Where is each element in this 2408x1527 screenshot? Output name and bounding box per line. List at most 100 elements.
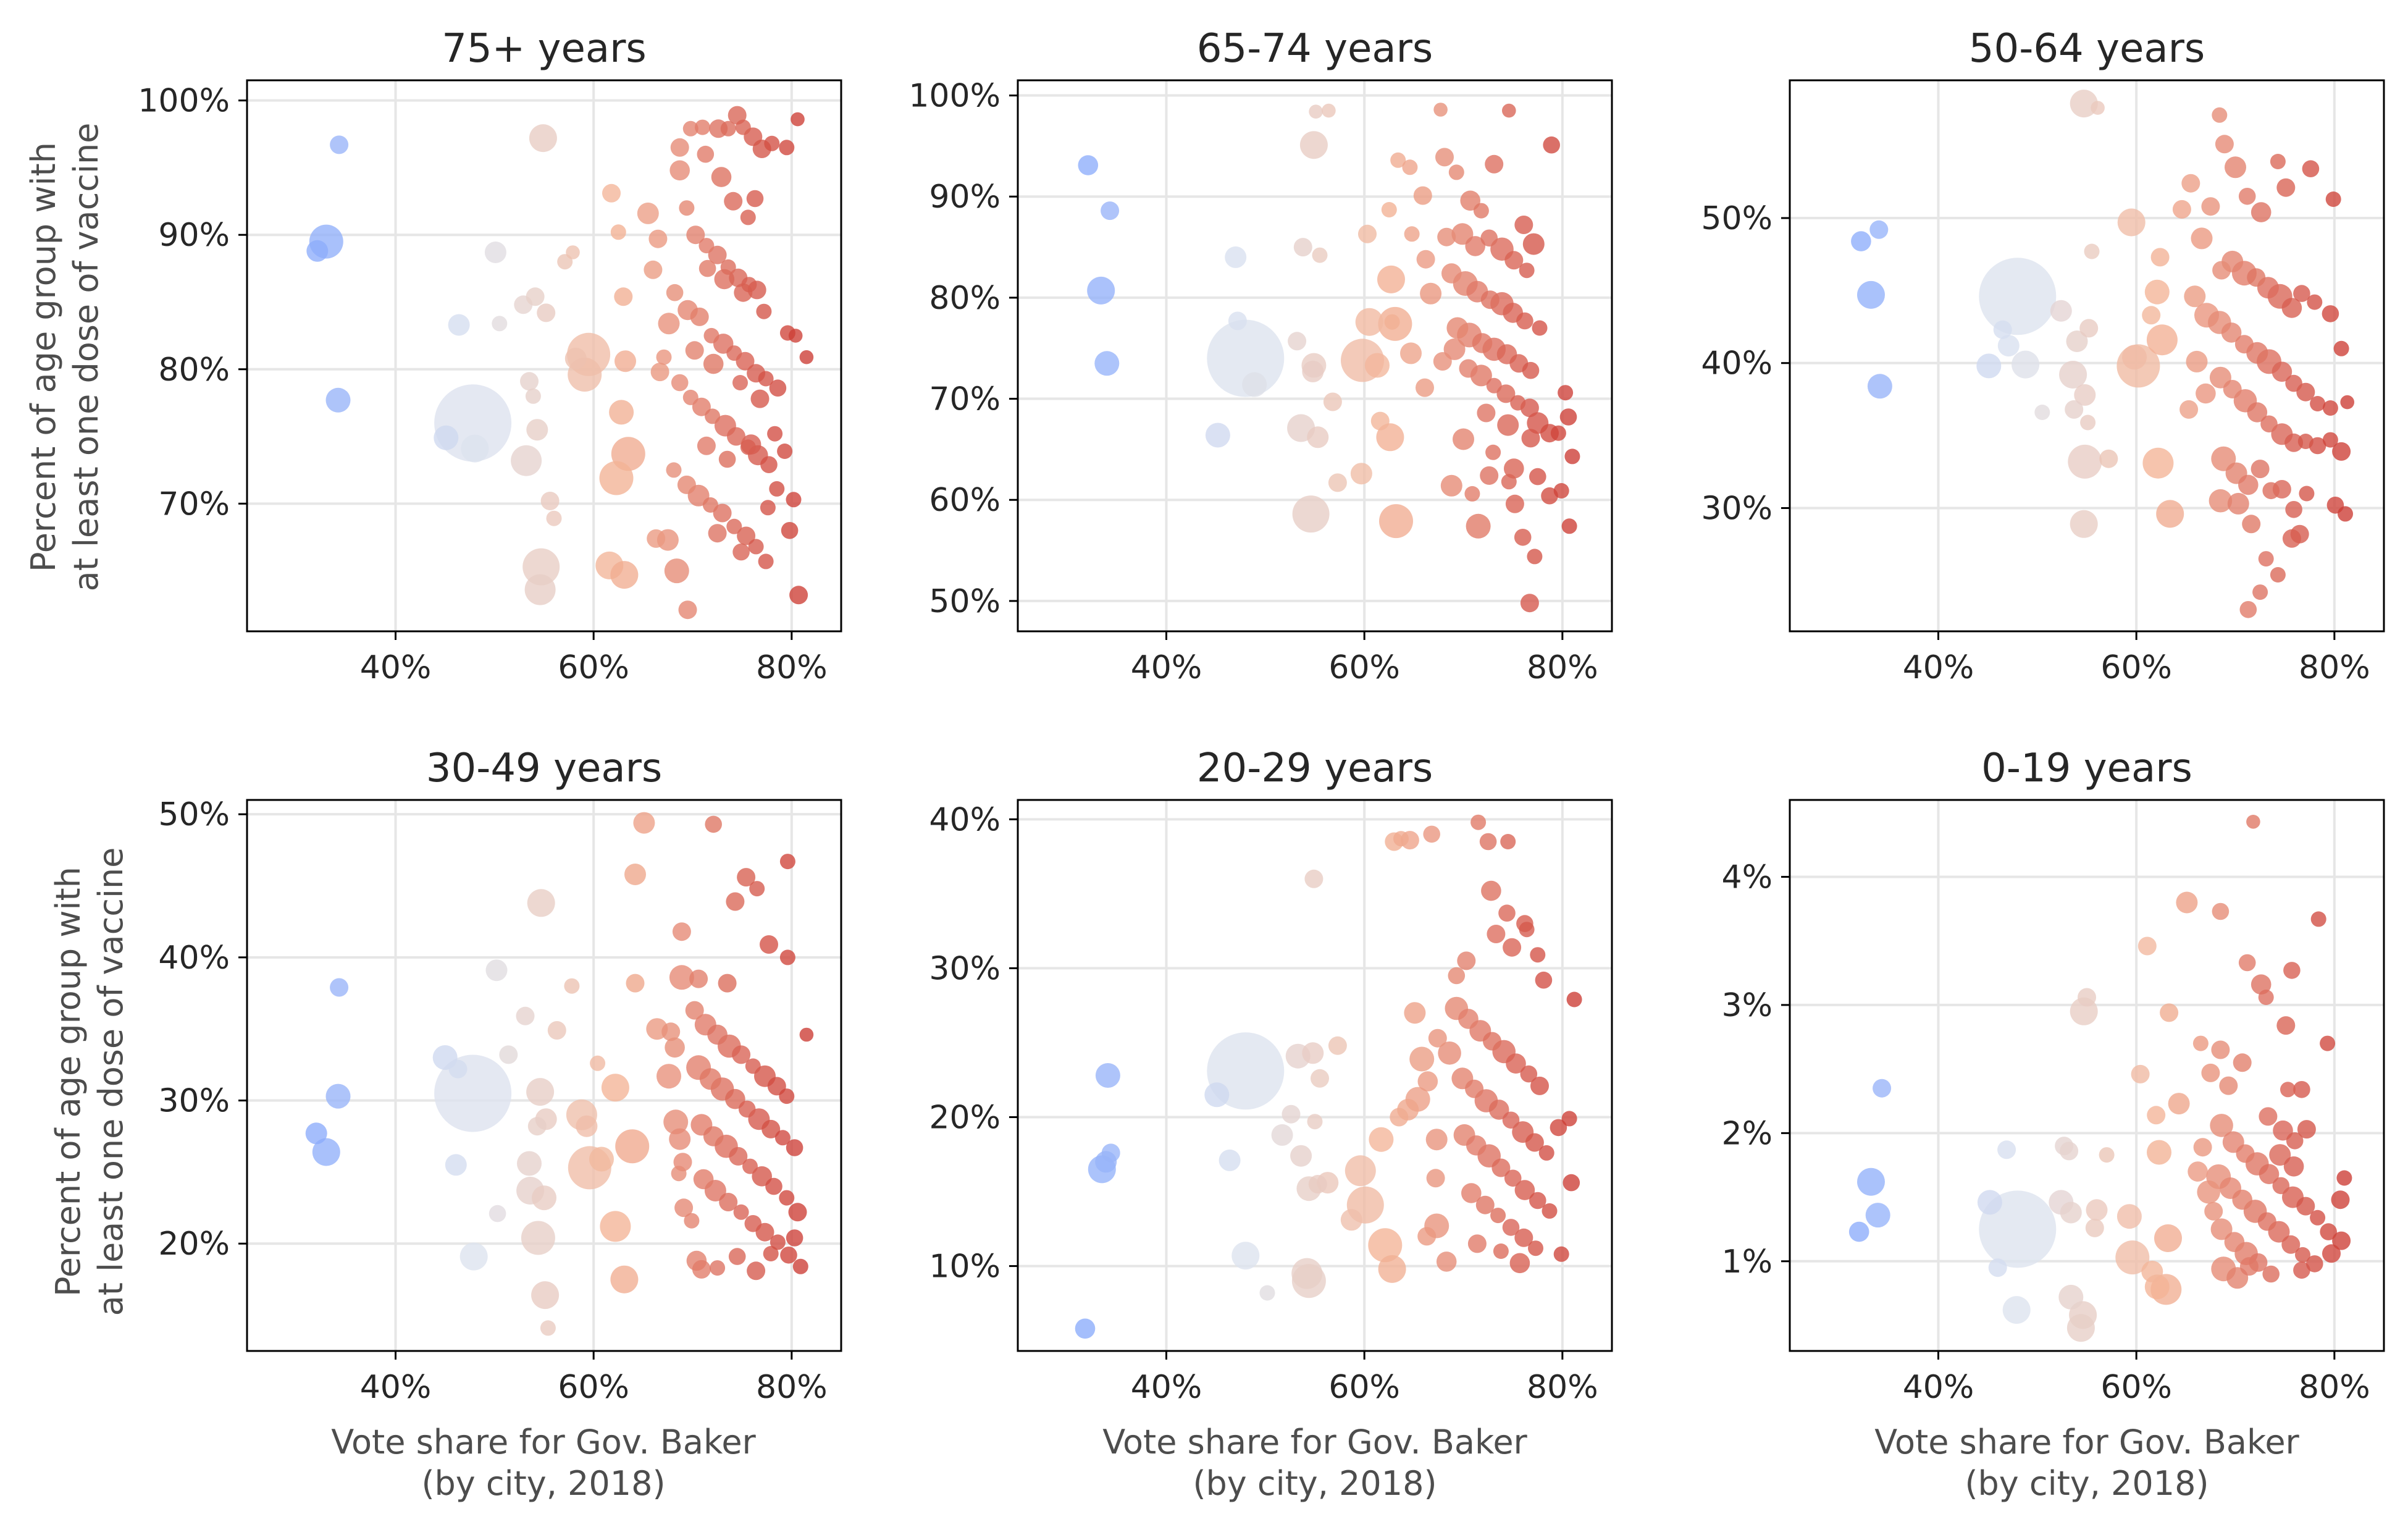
y-tick-label: 3% [1722,987,1773,1024]
data-point [459,1242,488,1271]
data-point [756,303,772,319]
data-point [1486,377,1502,393]
y-tick-label: 2% [1722,1115,1773,1152]
data-point [2262,1265,2280,1283]
data-point [1505,494,1524,513]
data-point [2262,482,2280,500]
data-point [682,389,698,405]
data-point [1514,216,1533,234]
data-point [448,314,470,336]
data-point [2276,1016,2296,1035]
data-point [1564,448,1580,465]
data-point [1228,311,1247,330]
x-axis-label-col3-line2: (by city, 2018) [1965,1464,2209,1503]
data-point [2193,1138,2212,1157]
data-point [1502,1111,1520,1129]
data-point [1393,831,1409,847]
data-point [1977,1190,2002,1215]
y-tick-label: 40% [158,940,230,977]
data-point [1479,833,1497,851]
data-point [1558,385,1574,401]
data-point [702,497,718,513]
data-point [1409,1046,1435,1072]
data-point [517,1151,542,1176]
data-point [2322,1244,2341,1263]
data-point [663,1109,689,1135]
data-point [666,284,684,301]
data-point [692,1260,711,1279]
data-point [2282,529,2301,548]
data-point [1485,154,1504,174]
data-point [703,353,724,374]
data-point [1496,384,1516,403]
data-point [780,1247,797,1264]
data-point [738,1100,756,1118]
data-point [693,1169,714,1190]
data-point [2099,449,2118,468]
data-point [2270,154,2286,169]
x-tick-label: 60% [558,1369,629,1406]
scatter-points [1851,90,2354,618]
data-point [1416,250,1435,269]
data-point [698,238,715,254]
data-point [2184,285,2206,308]
data-point [2273,1120,2293,1141]
data-point [769,379,787,397]
data-point [2210,1218,2233,1240]
data-point [1502,1219,1520,1236]
data-point [2012,350,2040,379]
data-point [1435,148,1454,167]
data-point [1288,332,1307,351]
data-point [1402,159,1418,175]
data-point [2060,1201,2082,1224]
data-point [499,1045,518,1064]
data-point [2281,298,2302,318]
data-point [644,260,663,279]
data-point [1271,1124,1293,1146]
data-point [2201,197,2220,216]
data-point [788,329,803,343]
data-point [2322,432,2338,448]
data-point [2325,191,2341,207]
data-point [1506,1053,1526,1074]
data-point [690,307,709,326]
data-point [1561,1111,1577,1127]
data-point [752,1166,772,1187]
data-point [1475,1195,1495,1214]
data-point [2320,1035,2336,1051]
data-point [2212,261,2231,280]
data-point [2310,1209,2326,1226]
data-point [689,969,708,988]
data-point [2176,891,2198,914]
axes-frame [246,79,842,633]
y-tick-label: 70% [929,381,1001,418]
data-point [1400,342,1422,364]
data-point [2156,500,2184,528]
data-point [526,287,545,306]
data-point [2080,414,2096,431]
data-point [1438,1041,1461,1065]
data-point [669,1128,691,1150]
data-point [685,1001,704,1020]
data-point [1370,411,1390,431]
data-point [1848,1221,1869,1242]
data-point [485,959,508,982]
data-point [792,1258,808,1274]
data-point [2233,1053,2252,1072]
data-point [1101,201,1120,221]
panel-3: 40% 60% 80% 30% 40% 50% 50-64 years [1701,26,2385,686]
data-point [2251,202,2272,222]
data-point [708,245,727,264]
data-point [434,425,459,450]
data-point [1521,429,1540,448]
y-tick-label: 30% [158,1083,230,1120]
y-tick-label: 30% [929,950,1001,987]
data-point [1311,1069,1329,1088]
data-point [1425,1129,1448,1151]
data-point [1379,504,1413,539]
data-point [2332,1231,2351,1250]
data-point [2272,1177,2290,1195]
data-point [2302,160,2320,178]
data-point [1497,414,1519,436]
